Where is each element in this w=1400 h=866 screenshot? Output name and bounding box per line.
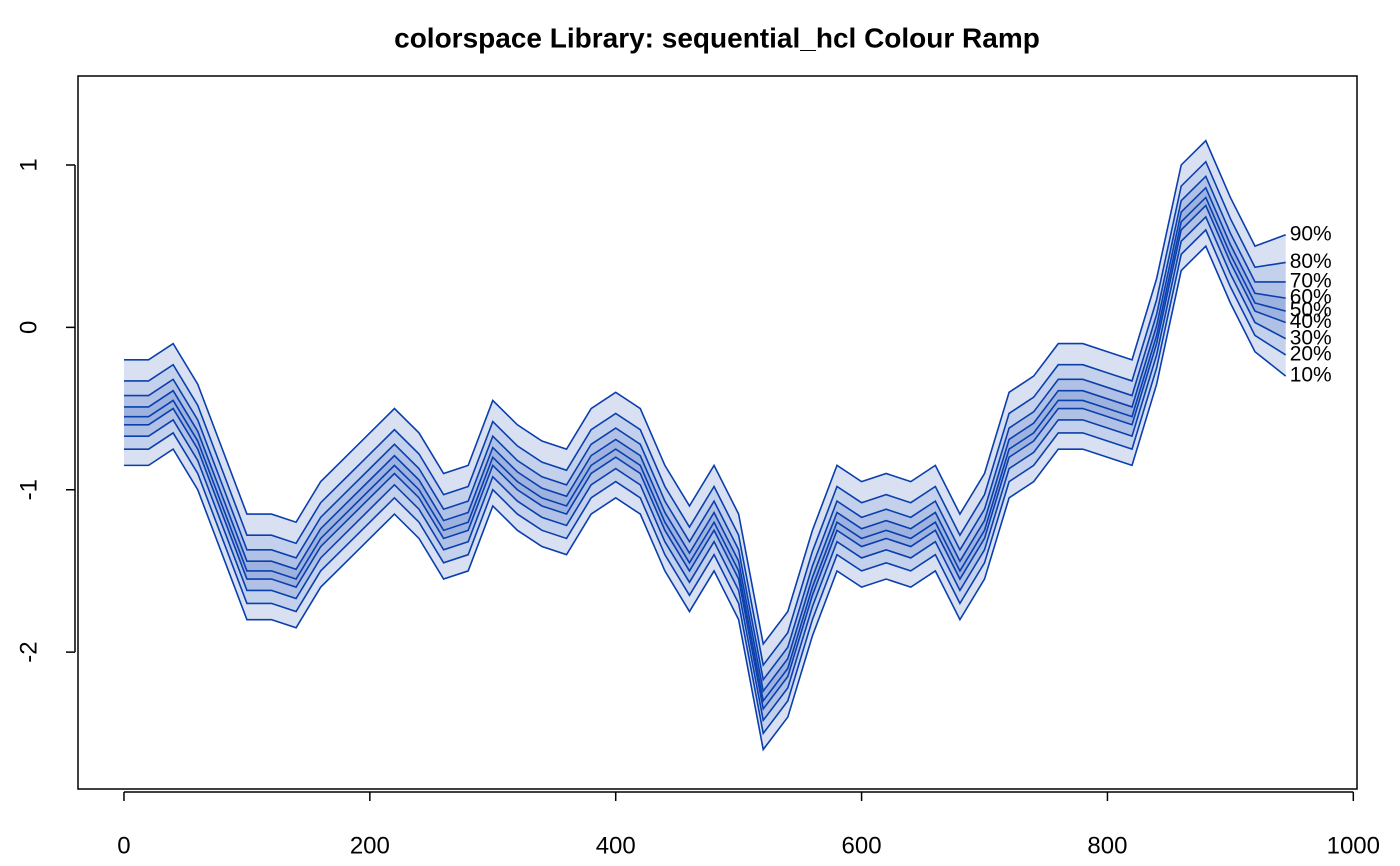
x-tick-label: 400 <box>596 832 636 859</box>
quantile-line <box>123 160 1286 668</box>
quantile-line <box>123 186 1286 694</box>
y-tick-label: -2 <box>15 641 42 662</box>
x-tick-label: 800 <box>1087 832 1127 859</box>
x-tick-label: 600 <box>842 832 882 859</box>
plot-box <box>77 75 1358 790</box>
quantile-line <box>123 215 1287 723</box>
quantile-line <box>123 196 1286 703</box>
series-label: 30% <box>1290 326 1332 349</box>
series-label: 50% <box>1290 299 1332 322</box>
series-label: 80% <box>1290 250 1332 273</box>
series-label: 10% <box>1290 364 1332 387</box>
quantile-line <box>123 228 1287 736</box>
x-tick-label: 1000 <box>1327 832 1380 859</box>
quantile-line <box>123 204 1286 711</box>
series-label: 40% <box>1290 310 1332 333</box>
y-tick-label: 1 <box>15 158 42 171</box>
quantile-line <box>123 139 1286 646</box>
y-tick-label: 0 <box>15 321 42 334</box>
quantile-line <box>123 174 1286 682</box>
quantile-line <box>123 244 1287 752</box>
series-label: 90% <box>1290 222 1332 245</box>
x-tick-label: 0 <box>117 832 130 859</box>
x-tick-label: 200 <box>350 832 390 859</box>
chart-title: colorspace Library: sequential_hcl Colou… <box>394 22 1040 53</box>
series-label: 70% <box>1290 269 1332 292</box>
y-tick-label: -1 <box>15 479 42 500</box>
fan-band <box>123 216 1286 734</box>
series-label: 20% <box>1290 343 1332 366</box>
series-label: 60% <box>1290 286 1332 309</box>
fan-band <box>123 205 1286 721</box>
